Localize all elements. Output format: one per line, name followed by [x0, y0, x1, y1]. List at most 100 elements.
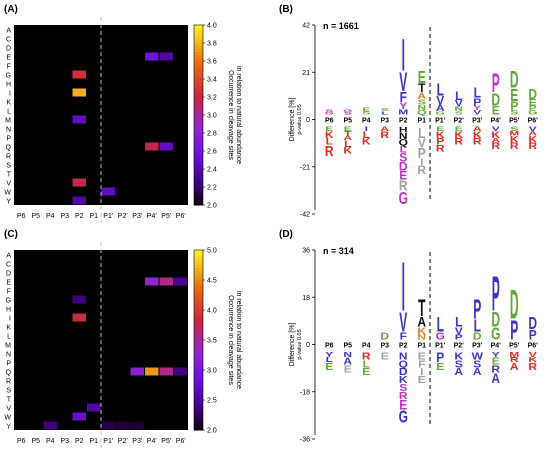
col-label-P1: P1: [89, 213, 98, 220]
logo-letter-P4-S: S: [362, 111, 370, 116]
y-axis-subtitle-text: p-value 0.05: [297, 329, 303, 359]
row-label-I: I: [9, 316, 11, 323]
colorbar-tick-label: 4.0: [207, 23, 217, 30]
colorbar-segment: [194, 253, 203, 257]
logo-panel-d: (D) 36 18 0 -18 -36 Difference [%] p-value 0.05…: [275, 225, 550, 450]
logo-letter-P1-S: S: [418, 98, 426, 106]
colorbar-segment: [194, 277, 203, 281]
colorbar-segment: [194, 316, 203, 320]
row-label-R: R: [6, 154, 11, 161]
colorbar-segment: [194, 187, 203, 191]
logo-letter-P2'-S: S: [455, 111, 463, 116]
colorbar-tick-label: 5.0: [207, 248, 217, 255]
y-axis-title: Difference [%] p-value 0.05: [289, 323, 303, 367]
logo-letter-P5'-D: D: [510, 280, 519, 328]
colorbar-segment: [194, 145, 203, 149]
colorbar-segment: [194, 304, 203, 308]
logo-letter-P3'-P: P: [473, 294, 481, 325]
colorbar-title-line1: Occurrence in cleavage sites: [227, 70, 234, 160]
colorbar-segment: [194, 424, 203, 428]
logo-letter-P2-E: E: [399, 168, 407, 182]
logo-letter-P3-L: L: [381, 110, 389, 115]
logo-letter-P4-E: E: [362, 107, 370, 113]
y-tick-label: 36: [302, 248, 310, 255]
colorbar-segment: [194, 181, 203, 185]
position-label-P6: P6: [325, 118, 334, 125]
heatmap-cell-M-P2: [72, 115, 86, 124]
position-label-P6: P6: [325, 343, 334, 350]
logo-letter-P5'-S: S: [510, 126, 518, 133]
colorbar-segment: [194, 412, 203, 416]
row-label-Q: Q: [6, 145, 12, 152]
row-label-D: D: [6, 271, 11, 278]
logo-letter-P4'-V: V: [492, 126, 501, 133]
colorbar-segment: [194, 409, 203, 413]
logo-letter-P4'-P: P: [492, 69, 500, 99]
row-label-F: F: [7, 289, 11, 296]
colorbar-segment: [194, 175, 203, 179]
colorbar-tick-label: 2.5: [207, 398, 217, 405]
colorbar-segment: [194, 355, 203, 359]
row-label-L: L: [7, 334, 11, 341]
colorbar-segment: [194, 127, 203, 131]
position-label-P2': P2': [454, 343, 465, 350]
logo-letter-P2-G: G: [399, 407, 408, 427]
position-label-P5': P5': [509, 343, 520, 350]
logo-letter-P2'-L: L: [455, 313, 462, 329]
logo-letter-P4-E: E: [362, 367, 371, 378]
heatmap-cell-Q-P6': [174, 367, 188, 376]
logo-letter-P3'-L: L: [474, 316, 481, 336]
colorbar-segment: [194, 25, 203, 29]
colorbar-segment: [194, 295, 203, 299]
row-label-Y: Y: [6, 424, 11, 431]
n-label: n = 1661: [323, 21, 359, 31]
colorbar-segment: [194, 94, 203, 98]
position-label-P2: P2: [399, 343, 408, 350]
y-tick-label: -21: [300, 164, 310, 171]
logo-letter-P3'-Y: Y: [473, 105, 482, 112]
colorbar-segment: [194, 340, 203, 344]
colorbar-segment: [194, 61, 203, 65]
colorbar-tick-label: 3.6: [207, 59, 217, 66]
row-label-E: E: [6, 280, 11, 287]
logo-letter-P1-I: I: [420, 367, 423, 378]
colorbar-tick-label: 2.0: [207, 428, 217, 435]
col-label-P4: P4: [46, 213, 55, 220]
logo-letter-P5'-A: A: [510, 361, 519, 372]
heatmap-cell-E-P5': [159, 277, 173, 286]
logo-letter-P2-V: V: [399, 68, 407, 98]
colorbar-tick-label: 3.0: [207, 113, 217, 120]
row-label-K: K: [6, 325, 11, 332]
logo-letter-P1-N: N: [417, 104, 426, 112]
colorbar-segment: [194, 259, 203, 263]
col-label-P3: P3: [60, 213, 69, 220]
position-label-P6': P6': [528, 343, 539, 350]
colorbar-segment: [194, 346, 203, 350]
logo-letter-P1'-A: A: [436, 103, 445, 113]
colorbar-segment: [194, 415, 203, 419]
colorbar-segment: [194, 67, 203, 71]
logo-letter-P6-G: G: [325, 111, 334, 115]
logo-letter-P1-T: T: [418, 296, 425, 323]
colorbar-segment: [194, 262, 203, 266]
logo-letter-P5-T: T: [344, 130, 352, 137]
colorbar-segment: [194, 403, 203, 407]
col-label-P5': P5': [161, 213, 171, 220]
logo-letter-P5'-M: M: [509, 351, 519, 359]
colorbar-segment: [194, 76, 203, 80]
colorbar-segment: [194, 154, 203, 158]
colorbar-segment: [194, 82, 203, 86]
colorbar-segment: [194, 427, 203, 431]
logo-letter-P5-A: A: [343, 135, 352, 142]
logo-letter-P3-E: E: [381, 351, 390, 362]
col-label-P2': P2': [118, 213, 128, 220]
colorbar-segment: [194, 286, 203, 290]
logo-letter-P3'-L: L: [474, 84, 481, 101]
heatmap-panel-c: (C) A C D E F G H I K L M N P Q R S T V W Y P6 P5 P4 P3 P2 P1 P1' P2…: [0, 225, 275, 450]
logo-letter-P6-E: E: [325, 126, 333, 133]
colorbar-segment: [194, 202, 203, 206]
logo-letter-P3'-R: R: [473, 137, 482, 147]
colorbar-tick-label: 2.4: [207, 167, 217, 174]
logo-letter-P2'-S: S: [455, 359, 464, 370]
logo-letter-P1-A: A: [417, 91, 426, 101]
